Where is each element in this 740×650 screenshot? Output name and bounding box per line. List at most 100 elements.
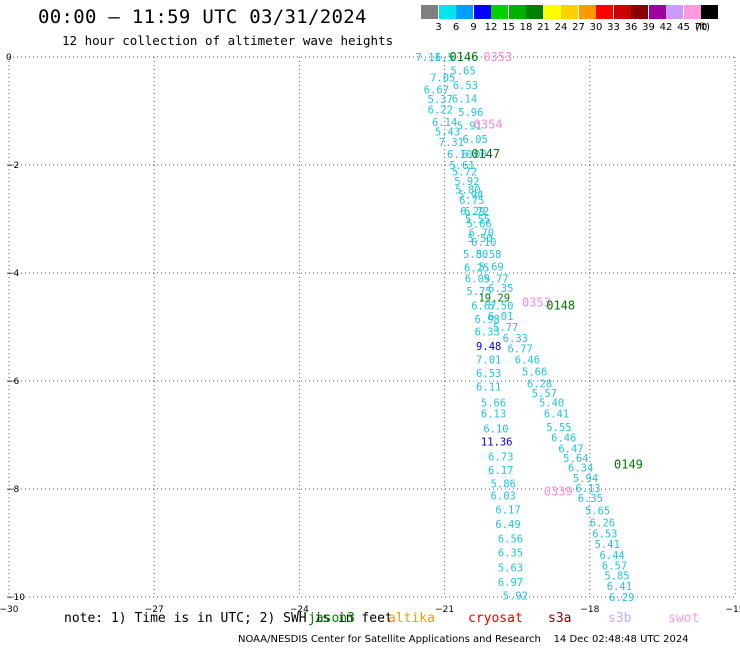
lon-tick-label: −18 [580, 605, 599, 615]
wave-height-label: 6.25 [464, 263, 489, 275]
wave-height-label: 7.05 [430, 73, 455, 85]
wave-height-label: 5.65 [450, 66, 475, 78]
wave-height-label: 5.94 [573, 473, 598, 485]
pass-number-label: 0149 [614, 458, 643, 472]
colorbar-swatch [683, 5, 701, 19]
wave-height-label: 6.17 [495, 505, 520, 517]
wave-height-label: 5.58 [476, 249, 501, 261]
wave-height-label: 19.29 [478, 292, 510, 304]
pass-number-label: 0339 [544, 485, 573, 499]
wave-height-label: 5.40 [539, 398, 564, 410]
wave-height-label: 7.11 [416, 52, 441, 64]
wave-height-label: 6.41 [607, 581, 632, 593]
wave-height-label: 6.73 [488, 452, 513, 464]
wave-height-label: 6.14 [452, 94, 477, 106]
colorbar-label: 42 [659, 22, 673, 33]
pass-number-label: 0147 [471, 147, 500, 161]
wave-height-label: 5.75 [466, 286, 491, 298]
colorbar-swatch [666, 5, 683, 19]
wave-height-label: 5.64 [563, 453, 588, 465]
wave-height-label: 6.22 [428, 104, 453, 116]
colorbar-swatch [421, 5, 438, 19]
wave-height-label: 6.33 [503, 333, 528, 345]
wave-height-label: 5.66 [466, 218, 491, 230]
wave-height-label: 6.56 [498, 534, 523, 546]
wave-height-label: 5.85 [604, 570, 629, 582]
colorbar-swatch [473, 5, 491, 19]
pass-number-label: 0353 [483, 50, 512, 64]
wave-height-label: 6.70 [469, 228, 494, 240]
legend-item: altika [388, 611, 435, 626]
wave-height-label: 6.53 [453, 80, 478, 92]
wave-height-label: 5.57 [532, 388, 557, 400]
wave-height-label: 5.77 [483, 273, 508, 285]
wave-height-label: 6.34 [568, 462, 593, 474]
wave-height-label: 6.57 [602, 561, 627, 573]
wave-height-label: 6.17 [488, 465, 513, 477]
wave-height-label: 5.50 [467, 233, 492, 245]
legend-item: cryosat [468, 611, 523, 626]
wave-height-label: 5.43 [435, 127, 460, 139]
wave-height-label: 6.46 [515, 354, 540, 366]
wave-height-label: 6.72 [464, 206, 489, 218]
wave-height-label: 6.09 [465, 273, 490, 285]
wave-height-label: 5.92 [454, 176, 479, 188]
wave-height-label: 6.26 [590, 517, 615, 529]
lon-tick-label: −21 [435, 605, 454, 615]
colorbar-swatch [596, 5, 613, 19]
colorbar-label: 33 [607, 22, 620, 33]
wave-height-label: 5.41 [595, 539, 620, 551]
wave-height-label: 5.55 [546, 422, 571, 434]
wave-height-label: 6.97 [498, 577, 523, 589]
wave-height-label: 11.36 [481, 436, 513, 448]
wave-height-label: 5.66 [522, 366, 547, 378]
wave-height-label: 5.55 [465, 214, 490, 226]
colorbar-swatch [561, 5, 578, 19]
wave-height-label: 6.47 [558, 444, 583, 456]
legend-item: swot [668, 611, 700, 626]
wave-height-label: 6.29 [460, 206, 485, 218]
footer-credit: NOAA/NESDIS Center for Satellite Applica… [238, 634, 689, 645]
wave-height-label: 6.10 [471, 237, 496, 249]
map-title: 00:00 – 11:59 UTC 03/31/2024 [38, 6, 367, 28]
colorbar-label: 45 [677, 22, 690, 33]
lon-tick-label: −27 [145, 605, 164, 615]
colorbar-swatch [648, 5, 666, 19]
wave-height-label: 6.13 [481, 408, 506, 420]
pass-number-label: 0354 [474, 118, 503, 132]
wave-height-label: 6.29 [609, 592, 634, 604]
wave-height-label: 6.28 [527, 379, 552, 391]
wave-height-label: 6.77 [508, 344, 533, 356]
wave-height-label: 6.35 [578, 493, 603, 505]
colorbar-label: 9 [470, 22, 477, 33]
wave-height-label: 5.96 [458, 107, 483, 119]
wave-height-label: 5.80 [455, 184, 480, 196]
colorbar-label: 3 [435, 22, 442, 33]
wave-height-label: 6.35 [498, 548, 523, 560]
wave-height-label: 5.91 [457, 121, 482, 133]
wave-height-label: 6.10 [447, 149, 472, 161]
colorbar-label: 12 [484, 22, 498, 33]
colorbar-swatch [543, 5, 561, 19]
lat-tick-label: −8 [6, 485, 20, 495]
colorbar-label: 15 [502, 22, 515, 33]
colorbar-label: 39 [642, 22, 655, 33]
colorbar-label: 18 [519, 22, 533, 33]
wave-height-label: 5.92 [503, 590, 528, 602]
wave-height-label: 6.41 [544, 408, 569, 420]
wave-height-label: 6.46 [551, 433, 576, 445]
wave-height-label: 5.66 [481, 398, 506, 410]
colorbar-swatch [578, 5, 596, 19]
lat-tick-label: 0 [6, 53, 12, 63]
wave-height-label: 5.86 [491, 479, 516, 491]
legend-item: s3a [548, 611, 572, 626]
wave-height-label: 6.98 [475, 314, 500, 326]
colorbar-label: 24 [554, 22, 568, 33]
colorbar-label: 6 [452, 22, 460, 33]
wave-height-label: 6.75 [459, 195, 484, 207]
wave-height-label: 6.44 [599, 550, 624, 562]
lat-tick-label: −4 [6, 269, 20, 279]
wave-height-label: 6.49 [495, 519, 520, 531]
colorbar-label: 36 [624, 22, 638, 33]
wave-height-label: 5.72 [452, 166, 477, 178]
